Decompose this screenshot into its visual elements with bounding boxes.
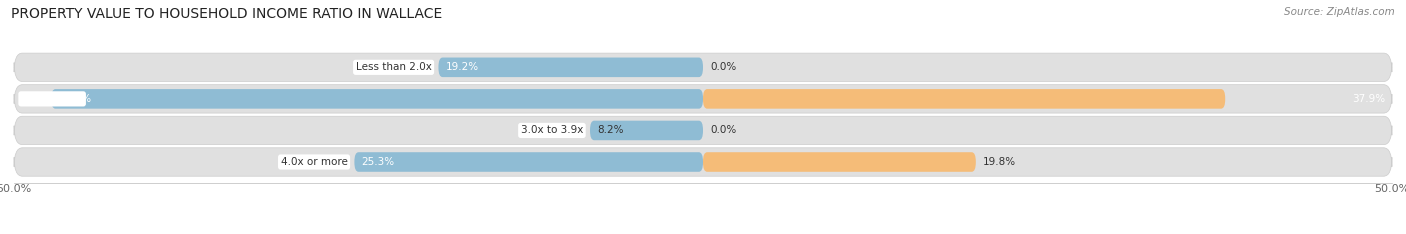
FancyBboxPatch shape <box>591 121 703 140</box>
Text: 4.0x or more: 4.0x or more <box>281 157 347 167</box>
FancyBboxPatch shape <box>703 152 976 172</box>
Text: 19.8%: 19.8% <box>983 157 1015 167</box>
FancyBboxPatch shape <box>439 58 703 77</box>
FancyBboxPatch shape <box>354 152 703 172</box>
Text: 8.2%: 8.2% <box>598 125 623 135</box>
FancyBboxPatch shape <box>14 116 1392 145</box>
Text: PROPERTY VALUE TO HOUSEHOLD INCOME RATIO IN WALLACE: PROPERTY VALUE TO HOUSEHOLD INCOME RATIO… <box>11 7 443 21</box>
FancyBboxPatch shape <box>14 148 1392 176</box>
Text: 19.2%: 19.2% <box>446 62 478 72</box>
Text: 3.0x to 3.9x: 3.0x to 3.9x <box>520 125 583 135</box>
Text: 25.3%: 25.3% <box>361 157 395 167</box>
Text: 37.9%: 37.9% <box>1353 94 1385 104</box>
Text: 2.0x to 2.9x: 2.0x to 2.9x <box>21 94 83 104</box>
FancyBboxPatch shape <box>14 85 1392 113</box>
Text: 0.0%: 0.0% <box>710 62 737 72</box>
FancyBboxPatch shape <box>703 89 1225 109</box>
Text: Less than 2.0x: Less than 2.0x <box>356 62 432 72</box>
Text: 0.0%: 0.0% <box>710 125 737 135</box>
FancyBboxPatch shape <box>14 53 1392 81</box>
Text: Source: ZipAtlas.com: Source: ZipAtlas.com <box>1284 7 1395 17</box>
Text: 47.3%: 47.3% <box>58 94 91 104</box>
FancyBboxPatch shape <box>51 89 703 109</box>
